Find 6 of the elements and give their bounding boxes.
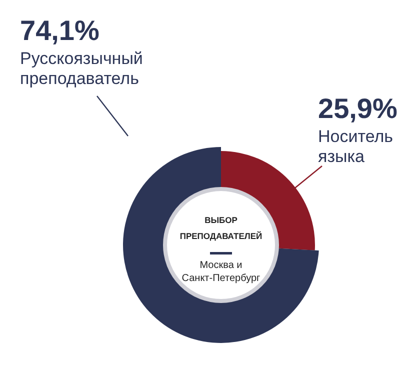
slice-label: Русскоязычный преподаватель [20,49,143,88]
data-label: 74,1% [20,15,100,46]
data-label: 25,9% [318,93,398,124]
text: Москва и Санкт-Петербург [182,260,261,284]
slice-label: Носитель языка [318,127,394,166]
text: ВЫБОР ПРЕПОДАВАТЕЛЕЙ [180,215,262,241]
